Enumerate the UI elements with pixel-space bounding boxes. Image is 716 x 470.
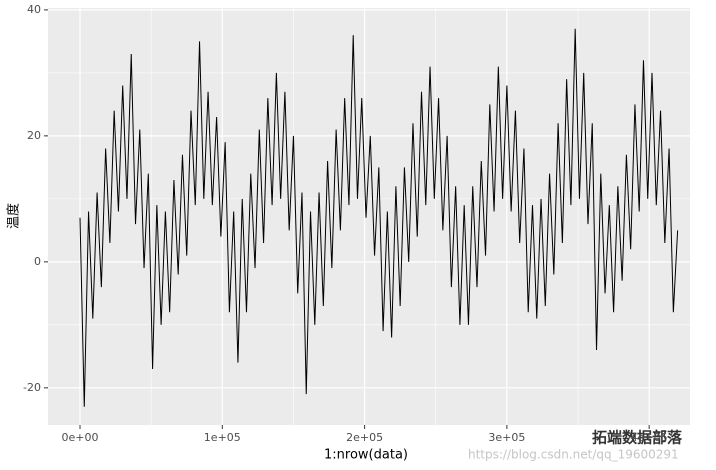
y-tick-label: 40 [27,3,41,16]
watermark-url: https://blog.csdn.net/qq_19600291 [468,448,679,462]
temperature-line [79,28,679,407]
panel [48,8,690,425]
x-tick-label: 1e+05 [204,431,241,444]
x-tick-label: 4e+05 [631,431,668,444]
y-tick-label: -20 [23,381,41,394]
x-tick-label: 3e+05 [488,431,525,444]
y-tick-label: 20 [27,129,41,142]
y-tick-label: 0 [34,255,41,268]
y-axis-title: 温度 [6,203,22,229]
x-tick-label: 0e+00 [62,431,99,444]
x-tick-label: 2e+05 [346,431,383,444]
plot [79,28,679,407]
x-axis-title: 1:nrow(data) [324,448,408,463]
watermark: 拓端数据部落 [592,429,683,447]
